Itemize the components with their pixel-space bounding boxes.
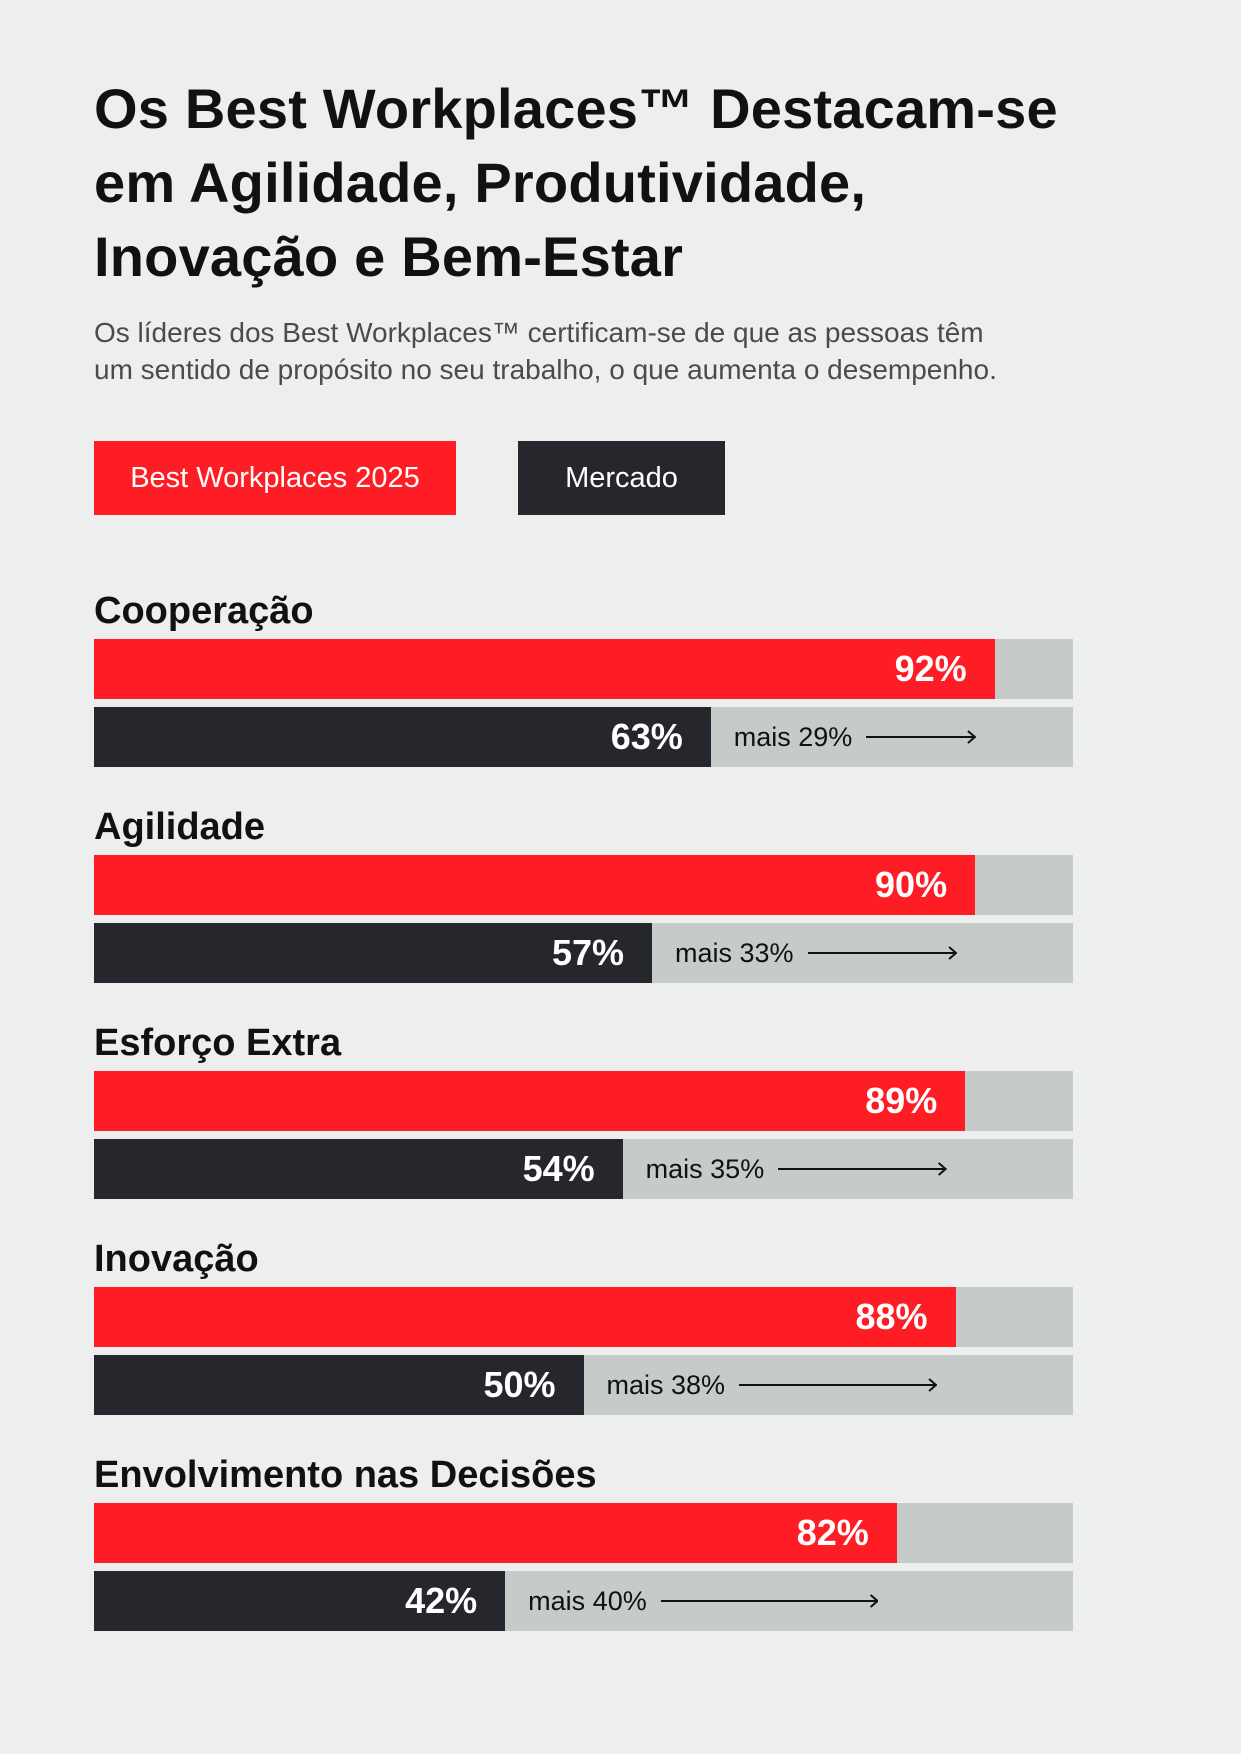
- bar-market: 63%: [94, 707, 711, 767]
- bar-track: 89%: [94, 1071, 1073, 1131]
- bar-best-workplaces: 89%: [94, 1071, 966, 1131]
- difference-label: mais 38%: [606, 1369, 726, 1400]
- difference-annotation: mais 29%: [733, 707, 977, 767]
- category-group: Inovação 88% 50% mais 38%: [94, 1235, 1094, 1415]
- difference-annotation: mais 35%: [646, 1139, 947, 1199]
- legend: Best Workplaces 2025 Mercado: [94, 441, 1094, 515]
- arrow-right-icon: [866, 730, 977, 744]
- bar-value-label: 54%: [522, 1148, 595, 1189]
- difference-annotation: mais 33%: [675, 923, 957, 983]
- bar-market: 42%: [94, 1571, 506, 1631]
- bar-best-workplaces: 88%: [94, 1287, 956, 1347]
- difference-annotation: mais 38%: [607, 1355, 938, 1415]
- infographic: Os Best Workplaces™ Destacam-se em Agili…: [94, 72, 1094, 1667]
- category-label: Inovação: [94, 1238, 259, 1280]
- legend-best-workplaces: Best Workplaces 2025: [94, 441, 456, 515]
- bar-value-label: 63%: [610, 716, 683, 757]
- bar-track: 42% mais 40%: [94, 1571, 1073, 1631]
- bar-track: 90%: [94, 855, 1073, 915]
- bar-value-label: 42%: [405, 1580, 478, 1621]
- bar-track: 88%: [94, 1287, 1073, 1347]
- category-label: Cooperação: [94, 590, 314, 632]
- difference-label: mais 29%: [733, 721, 853, 752]
- bar-value-label: 92%: [894, 648, 967, 689]
- difference-label: mais 35%: [645, 1153, 765, 1184]
- bar-best-workplaces: 90%: [94, 855, 976, 915]
- bar-best-workplaces: 92%: [94, 639, 995, 699]
- page-title: Os Best Workplaces™ Destacam-se em Agili…: [94, 72, 1094, 294]
- bar-track: 63% mais 29%: [94, 707, 1073, 767]
- bar-value-label: 90%: [875, 864, 948, 905]
- arrow-right-icon: [778, 1162, 947, 1176]
- bar-best-workplaces: 82%: [94, 1503, 897, 1563]
- arrow-right-icon: [660, 1594, 879, 1608]
- bar-market: 57%: [94, 923, 653, 983]
- bar-track: 54% mais 35%: [94, 1139, 1073, 1199]
- title-line: em Agilidade, Produtividade,: [94, 151, 867, 214]
- difference-annotation: mais 40%: [528, 1571, 879, 1631]
- category-group: Esforço Extra 89% 54% mais 35%: [94, 1019, 1094, 1199]
- bar-value-label: 89%: [865, 1080, 938, 1121]
- category-label: Agilidade: [94, 806, 266, 848]
- subtitle: Os líderes dos Best Workplaces™ certific…: [94, 314, 1094, 388]
- bar-track: 82%: [94, 1503, 1073, 1563]
- bar-value-label: 88%: [855, 1296, 928, 1337]
- bar-market: 54%: [94, 1139, 623, 1199]
- arrow-right-icon: [807, 946, 957, 960]
- category-label: Esforço Extra: [94, 1022, 342, 1064]
- category-group: Envolvimento nas Decisões 82% 42% mais 40%: [94, 1451, 1094, 1631]
- arrow-right-icon: [739, 1378, 938, 1392]
- bar-value-label: 82%: [796, 1512, 869, 1553]
- category-group: Cooperação 92% 63% mais 29%: [94, 587, 1094, 767]
- difference-label: mais 33%: [675, 937, 794, 968]
- title-line: Inovação e Bem-Estar: [94, 225, 684, 288]
- bar-market: 50%: [94, 1355, 584, 1415]
- bar-value-label: 57%: [551, 932, 625, 973]
- subtitle-line: Os líderes dos Best Workplaces™ certific…: [94, 317, 984, 348]
- bar-track: 50% mais 38%: [94, 1355, 1073, 1415]
- legend-market: Mercado: [518, 441, 725, 515]
- bar-chart: Cooperação 92% 63% mais 29% Agilidade 90% 57% m…: [94, 587, 1094, 1631]
- difference-label: mais 40%: [528, 1585, 647, 1616]
- bar-track: 57% mais 33%: [94, 923, 1073, 983]
- bar-track: 92%: [94, 639, 1073, 699]
- subtitle-line: um sentido de propósito no seu trabalho,…: [94, 354, 997, 385]
- title-line: Os Best Workplaces™ Destacam-se: [94, 77, 1058, 140]
- category-label: Envolvimento nas Decisões: [94, 1454, 597, 1496]
- bar-value-label: 50%: [483, 1364, 556, 1405]
- category-group: Agilidade 90% 57% mais 33%: [94, 803, 1094, 983]
